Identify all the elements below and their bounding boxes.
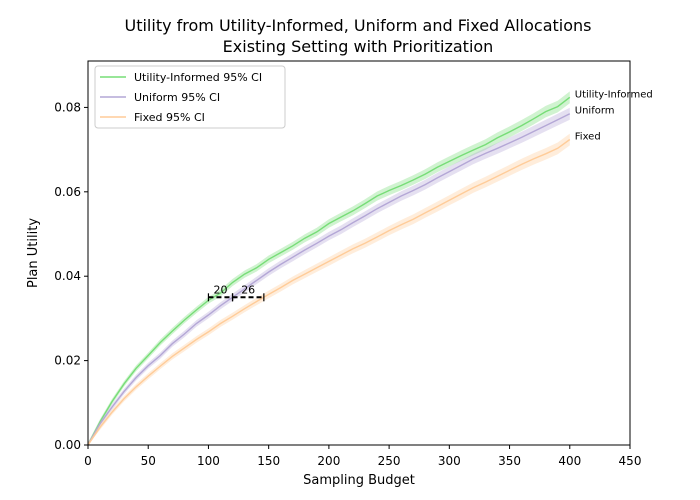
- x-tick-label-6: 300: [438, 454, 461, 468]
- plot-area: [87, 91, 571, 446]
- annotations: 20 26: [207, 283, 265, 302]
- series-2: [87, 133, 571, 446]
- series-ci-band-0: [88, 91, 570, 446]
- annotation-label-0: 20: [213, 283, 227, 296]
- x-tick-label-1: 50: [141, 454, 156, 468]
- series-line-2: [87, 138, 571, 446]
- x-tick-label-8: 400: [558, 454, 581, 468]
- x-tick-label-3: 150: [257, 454, 280, 468]
- x-axis-label: Sampling Budget: [303, 473, 415, 488]
- legend: Utility-Informed 95% CI Uniform 95% CI Fix…: [94, 65, 286, 129]
- plot-frame: [87, 60, 631, 446]
- y-tick-label-0: 0.00: [54, 438, 81, 452]
- x-tick-label-2: 100: [197, 454, 220, 468]
- series-line-1: [87, 113, 571, 446]
- x-tick-label-9: 450: [619, 454, 642, 468]
- y-tick-label-4: 0.08: [54, 100, 81, 114]
- y-tick-label-2: 0.04: [54, 269, 81, 283]
- series-end-labels: Utility-Informed Uniform Fixed: [575, 89, 653, 142]
- y-axis-label: Plan Utility: [26, 218, 41, 288]
- y-axis: 0.00 0.02 0.04 0.06 0.08: [54, 100, 88, 452]
- y-tick-label-3: 0.06: [54, 185, 81, 199]
- x-tick-label-4: 200: [317, 454, 340, 468]
- x-axis: 0 50 100 150 200 250 300 350 400 450: [84, 445, 641, 468]
- series-ci-band-1: [88, 107, 570, 446]
- series-end-label-0: Utility-Informed: [575, 89, 653, 100]
- series-0: [87, 91, 571, 446]
- legend-label-2: Fixed 95% CI: [134, 111, 205, 124]
- series-end-label-1: Uniform: [575, 106, 615, 117]
- annotation-label-1: 26: [241, 283, 255, 296]
- chart-subtitle: Existing Setting with Prioritization: [223, 37, 494, 56]
- x-tick-label-5: 250: [378, 454, 401, 468]
- series-line-0: [87, 96, 571, 446]
- y-tick-label-1: 0.02: [54, 354, 81, 368]
- x-tick-label-0: 0: [84, 454, 92, 468]
- legend-label-0: Utility-Informed 95% CI: [134, 71, 262, 84]
- chart-title: Utility from Utility-Informed, Uniform a…: [125, 16, 592, 35]
- series-1: [87, 107, 571, 446]
- x-tick-label-7: 350: [498, 454, 521, 468]
- legend-label-1: Uniform 95% CI: [134, 91, 220, 104]
- legend-box: [94, 65, 286, 129]
- series-end-label-2: Fixed: [575, 131, 601, 142]
